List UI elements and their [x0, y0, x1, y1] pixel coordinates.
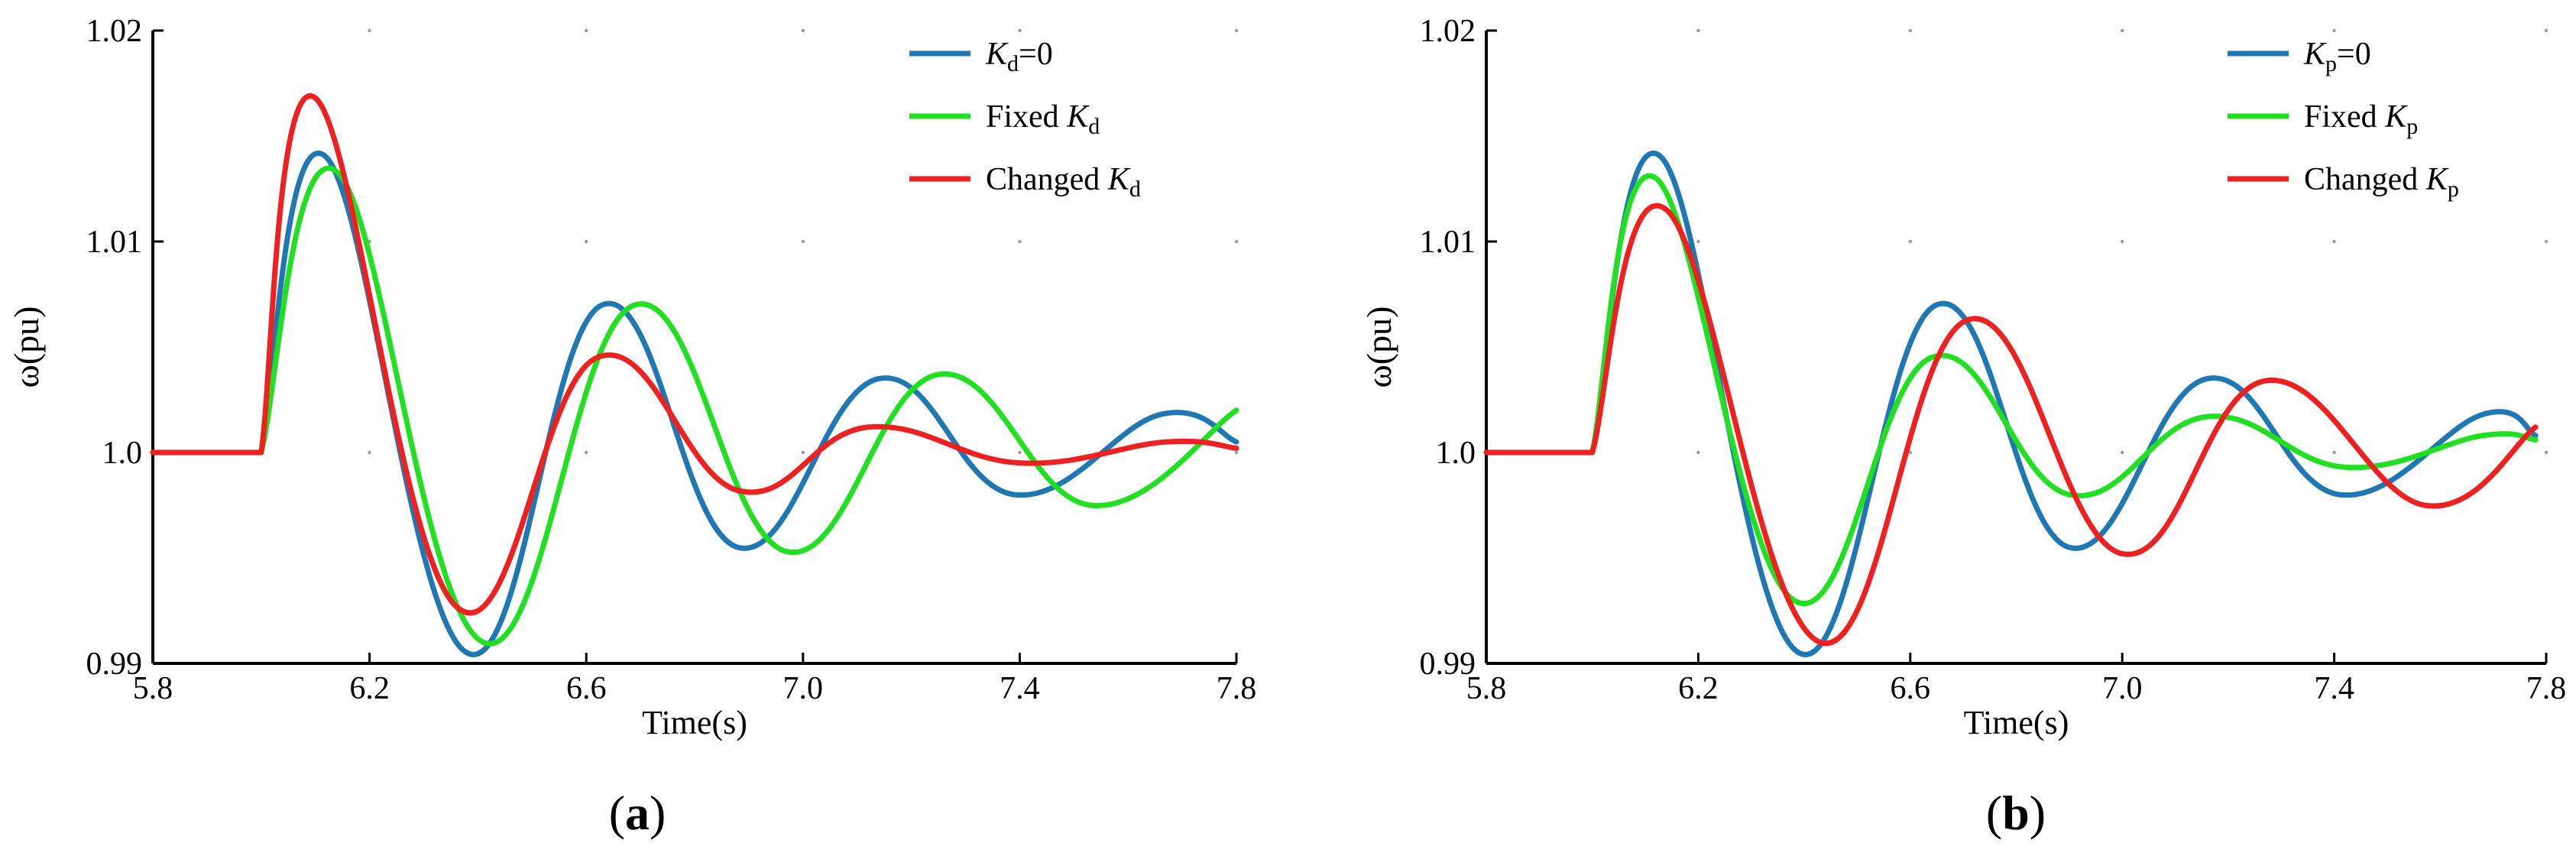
- series-line: [150, 165, 1239, 647]
- grid-dot: [1018, 450, 1022, 455]
- legend-entry: Kp=0: [2303, 37, 2371, 76]
- grid-dot: [1908, 28, 1912, 33]
- x-tick-label: 6.2: [349, 671, 390, 706]
- legend-entry: Fixed Kd: [986, 99, 1100, 139]
- y-tick-label: 1.0: [102, 436, 143, 471]
- x-tick-label: 7.4: [1000, 671, 1040, 706]
- x-tick-label: 7.8: [2526, 671, 2567, 706]
- grid-dot: [1018, 239, 1022, 244]
- x-tick-label: 5.8: [1466, 671, 1507, 706]
- grid-dot: [368, 28, 371, 33]
- x-tick-label: 7.8: [1217, 671, 1257, 706]
- grid-dot: [368, 450, 371, 455]
- grid-dot: [1908, 450, 1912, 455]
- x-tick-label: 6.2: [1678, 671, 1719, 706]
- x-axis-label: Time(s): [1964, 704, 2069, 741]
- legend-entry: Fixed Kp: [2304, 99, 2418, 139]
- y-tick-label: 0.99: [1420, 647, 1476, 682]
- grid-dot: [801, 450, 805, 455]
- grid-dot: [2332, 239, 2336, 244]
- grid: [1696, 28, 2548, 455]
- y-tick-label: 1.01: [86, 225, 143, 260]
- grid: [368, 28, 1239, 455]
- x-tick-label: 6.6: [566, 671, 607, 706]
- grid-dot: [585, 239, 588, 244]
- y-axis-label: ω(pu): [7, 306, 46, 388]
- grid-dot: [1696, 239, 1700, 244]
- grid-dot: [1234, 450, 1239, 455]
- x-axis-label: Time(s): [642, 704, 747, 741]
- grid-dot: [801, 28, 805, 33]
- grid-dot: [2121, 450, 2124, 455]
- series-line: [150, 151, 1239, 657]
- grid-dot: [1234, 28, 1239, 33]
- grid-dot: [1018, 28, 1022, 33]
- series-line: [1483, 173, 2539, 606]
- y-tick-label: 1.01: [1420, 225, 1476, 260]
- y-tick-label: 1.02: [1420, 14, 1476, 49]
- panel-b: 0.99 1.0 1.01 1.02 5.8 6.2 6.6 7.0 7.4 7.8 Time(s)…: [1359, 14, 2566, 840]
- grid-dot: [2332, 28, 2336, 33]
- grid-dot: [1696, 450, 1700, 455]
- grid-dot: [2121, 239, 2124, 244]
- series-line: [150, 93, 1239, 616]
- x-tick-label: 5.8: [133, 671, 173, 706]
- x-tick-label: 7.0: [783, 671, 824, 706]
- legend: Kp=0 Fixed Kp Changed Kp: [2228, 37, 2459, 202]
- grid-dot: [2332, 450, 2336, 455]
- x-tick-label: 6.6: [1891, 671, 1931, 706]
- panel-caption: (b): [1986, 786, 2046, 840]
- grid-dot: [2544, 239, 2548, 244]
- grid-dot: [1696, 28, 1700, 33]
- grid-dot: [585, 450, 588, 455]
- y-axis-label: ω(pu): [1359, 306, 1398, 388]
- grid-dot: [801, 239, 805, 244]
- legend: Kd=0 Fixed Kd Changed Kd: [909, 37, 1141, 202]
- grid-dot: [2121, 28, 2124, 33]
- panel-a: 0.99 1.0 1.01 1.02 5.8 6.2 6.6 7.0 7.4 7.8 Time(s)…: [7, 14, 1256, 840]
- legend-entry: Changed Kd: [986, 162, 1141, 202]
- grid-dot: [1234, 239, 1239, 244]
- grid-dot: [585, 28, 588, 33]
- legend-entry: Kd=0: [985, 37, 1053, 76]
- grid-dot: [1908, 239, 1912, 244]
- legend-entry: Changed Kp: [2304, 162, 2459, 202]
- series-line: [1483, 203, 2539, 647]
- y-tick-label: 1.02: [86, 14, 143, 49]
- grid-dot: [2544, 28, 2548, 33]
- x-tick-label: 7.0: [2102, 671, 2143, 706]
- y-tick-label: 1.0: [1436, 436, 1476, 471]
- panel-caption: (a): [609, 786, 666, 840]
- series-line: [1483, 151, 2539, 657]
- grid-dot: [2544, 450, 2548, 455]
- x-tick-label: 7.4: [2314, 671, 2354, 706]
- y-tick-label: 0.99: [86, 647, 143, 682]
